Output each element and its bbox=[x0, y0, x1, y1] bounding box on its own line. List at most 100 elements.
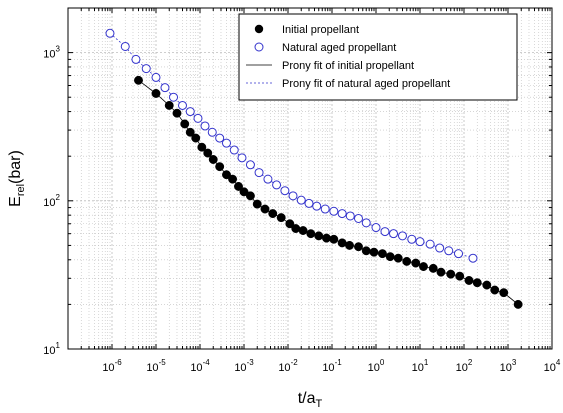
y-tick-label-exp: 1 bbox=[56, 341, 61, 350]
point-aged bbox=[361, 218, 371, 228]
point-initial bbox=[314, 231, 324, 241]
point-initial bbox=[260, 204, 270, 214]
point-aged bbox=[200, 121, 210, 131]
x-tick-label: 10-1 bbox=[322, 358, 342, 374]
x-tick-label: 103 bbox=[500, 358, 517, 374]
point-aged bbox=[345, 211, 355, 221]
y-tick-label: 102 bbox=[43, 193, 60, 209]
point-initial bbox=[239, 187, 249, 197]
axis-ticks bbox=[67, 7, 553, 350]
point-initial bbox=[369, 247, 379, 257]
x-tick-label-exp: -2 bbox=[291, 358, 299, 367]
point-initial bbox=[472, 278, 482, 288]
point-initial bbox=[419, 262, 428, 272]
point-initial bbox=[361, 246, 371, 256]
point-aged bbox=[337, 209, 347, 219]
point-aged bbox=[221, 138, 231, 148]
point-initial bbox=[197, 142, 207, 152]
point-initial bbox=[234, 181, 243, 191]
point-aged bbox=[185, 107, 195, 117]
x-tick-label-base: 10 bbox=[456, 362, 468, 374]
point-initial bbox=[172, 108, 182, 118]
y-tick-label-exp: 2 bbox=[56, 193, 61, 202]
point-aged bbox=[296, 195, 306, 205]
point-initial bbox=[268, 209, 278, 219]
point-initial bbox=[306, 229, 316, 239]
point-initial bbox=[285, 219, 295, 229]
point-initial bbox=[222, 170, 231, 180]
y-tick-label: 101 bbox=[43, 341, 60, 357]
x-tick-label-exp: -3 bbox=[247, 358, 255, 367]
point-aged bbox=[193, 113, 203, 123]
y-axis-label: Erel(bar) bbox=[7, 150, 27, 207]
point-initial bbox=[291, 224, 301, 233]
point-aged bbox=[141, 64, 151, 74]
point-initial bbox=[134, 75, 143, 85]
x-tick-label-base: 10 bbox=[412, 362, 424, 374]
point-aged bbox=[229, 145, 239, 155]
point-aged bbox=[320, 204, 330, 214]
legend-symbol-initial bbox=[254, 24, 264, 34]
y-tick-label-base: 10 bbox=[43, 49, 55, 61]
x-tick-label-base: 10 bbox=[278, 362, 290, 374]
x-tick-label: 10-3 bbox=[234, 358, 254, 374]
point-aged bbox=[237, 153, 247, 163]
legend-label-initial: Initial propellant bbox=[282, 24, 359, 36]
x-tick-label: 10-4 bbox=[190, 358, 210, 374]
point-aged bbox=[177, 100, 187, 110]
point-initial bbox=[215, 162, 225, 172]
point-initial bbox=[228, 174, 238, 184]
legend-label-fit-initial: Prony fit of initial propellant bbox=[282, 60, 414, 72]
point-aged bbox=[444, 246, 454, 256]
point-aged bbox=[425, 239, 435, 249]
point-initial bbox=[513, 299, 523, 309]
point-aged bbox=[380, 227, 390, 237]
point-initial bbox=[151, 89, 161, 98]
point-aged bbox=[371, 223, 381, 233]
point-aged bbox=[254, 168, 264, 178]
y-tick-label-base: 10 bbox=[43, 345, 55, 357]
point-initial bbox=[455, 271, 465, 281]
y-axis-label-unit: (bar) bbox=[7, 150, 24, 184]
x-tick-label-base: 10 bbox=[322, 362, 334, 374]
legend-label-aged: Natural aged propellant bbox=[282, 42, 396, 54]
point-initial bbox=[499, 288, 509, 298]
point-initial bbox=[298, 226, 308, 235]
x-tick-label: 10-5 bbox=[146, 358, 166, 374]
point-aged bbox=[131, 54, 141, 64]
x-tick-label: 10-2 bbox=[278, 358, 298, 374]
point-initial bbox=[464, 276, 474, 285]
x-tick-label-base: 10 bbox=[544, 362, 556, 374]
x-axis-label-sub: T bbox=[316, 398, 323, 410]
point-initial bbox=[329, 234, 339, 244]
point-initial bbox=[377, 249, 387, 259]
point-initial bbox=[245, 191, 255, 201]
point-initial bbox=[185, 127, 195, 137]
x-tick-label-exp: 2 bbox=[468, 358, 473, 367]
y-axis-label-sub: rel bbox=[15, 184, 27, 196]
point-aged bbox=[312, 201, 322, 211]
x-tick-label-exp: 4 bbox=[556, 358, 561, 367]
x-tick-label-base: 10 bbox=[500, 362, 512, 374]
point-initial bbox=[482, 280, 492, 290]
point-aged bbox=[160, 83, 170, 93]
point-aged bbox=[120, 41, 130, 51]
point-initial bbox=[385, 252, 395, 262]
point-aged bbox=[151, 72, 161, 82]
y-tick-label-exp: 3 bbox=[56, 45, 61, 54]
point-aged bbox=[353, 213, 363, 223]
x-tick-label: 10-6 bbox=[102, 358, 122, 374]
point-aged bbox=[245, 160, 255, 170]
x-tick-label-exp: 0 bbox=[380, 358, 385, 367]
x-tick-labels: 10-6 10-5 10-4 10-3 10-2 10-1 100 101 102 103 104 bbox=[102, 358, 561, 374]
x-tick-label-exp: -1 bbox=[335, 358, 343, 367]
y-tick-label-base: 10 bbox=[43, 197, 55, 209]
x-tick-label: 100 bbox=[368, 358, 385, 374]
point-aged bbox=[169, 92, 179, 102]
x-tick-label-base: 10 bbox=[234, 362, 246, 374]
y-tick-label: 103 bbox=[43, 45, 60, 61]
point-aged bbox=[288, 191, 298, 201]
point-aged bbox=[207, 127, 217, 137]
point-initial bbox=[191, 133, 201, 143]
